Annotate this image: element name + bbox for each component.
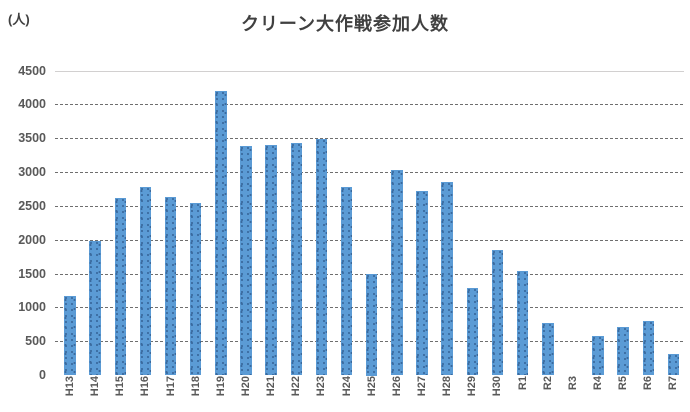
bar-h29 <box>466 288 479 376</box>
bar-h27 <box>416 190 428 376</box>
y-axis-tick-label-3500: 3500 <box>18 131 46 146</box>
bar-h20 <box>240 146 252 376</box>
bar-r2 <box>542 322 554 376</box>
bar-h25 <box>365 274 378 376</box>
bar-r1 <box>516 271 529 376</box>
x-axis-tick-label-h13: H13 <box>64 376 76 397</box>
gridline-3500 <box>55 138 684 140</box>
x-axis-tick-label-h25: H25 <box>365 376 378 397</box>
gridline-2500 <box>55 205 684 207</box>
y-axis-tick-label-1000: 1000 <box>18 300 46 315</box>
bar-h23 <box>315 139 328 376</box>
x-axis-tick-label-h19: H19 <box>214 376 227 397</box>
gridline-2000 <box>55 239 684 241</box>
x-axis-tick-label-r2: R2 <box>541 376 554 391</box>
bar-h18 <box>189 202 202 376</box>
x-axis-tick-label-h21: H21 <box>265 376 278 397</box>
bar-h19 <box>215 91 227 376</box>
bar-h16 <box>139 187 152 376</box>
y-axis-tick-label-2000: 2000 <box>18 232 46 247</box>
x-axis-tick-label-h26: H26 <box>390 376 403 397</box>
x-axis-tick-label-r4: R4 <box>592 376 605 391</box>
bar-r7 <box>667 353 680 376</box>
bar-h14 <box>89 240 101 376</box>
x-axis-tick-label-h22: H22 <box>290 376 303 397</box>
x-axis-tick-label-h28: H28 <box>441 376 454 397</box>
x-axis-tick-label-h23: H23 <box>315 376 328 397</box>
x-axis-tick-label-h30: H30 <box>491 376 504 397</box>
y-axis-tick-label-2500: 2500 <box>18 198 46 213</box>
bar-h30 <box>491 249 504 376</box>
gridline-4000 <box>55 104 684 106</box>
gridline-4500 <box>55 70 684 72</box>
bar-r6 <box>642 320 655 376</box>
x-axis-tick-label-h15: H15 <box>114 376 127 397</box>
bar-h15 <box>114 198 127 376</box>
x-axis-tick-label-h29: H29 <box>466 376 479 397</box>
bar-r5 <box>617 327 629 376</box>
y-axis-unit-label: (人) <box>8 12 30 27</box>
bar-h21 <box>265 144 277 376</box>
bar-r4 <box>592 336 604 376</box>
x-axis-tick-label-r1: R1 <box>516 376 529 391</box>
bar-h22 <box>290 142 303 376</box>
x-axis-tick-label-h17: H17 <box>164 376 177 397</box>
chart-title: クリーン大作戦参加人数 <box>240 14 450 34</box>
y-axis-tick-label-1500: 1500 <box>18 266 46 281</box>
y-axis-tick-label-4000: 4000 <box>18 97 46 112</box>
x-axis-tick-label-h20: H20 <box>240 376 252 397</box>
x-axis-tick-label-h14: H14 <box>89 376 102 397</box>
x-axis-tick-label-h27: H27 <box>416 376 429 397</box>
x-axis-tick-label-r7: R7 <box>667 376 680 391</box>
x-axis-tick-label-h24: H24 <box>340 376 353 397</box>
gridline-3000 <box>55 172 684 173</box>
bar-h26 <box>391 170 403 376</box>
y-axis-tick-label-4500: 4500 <box>18 63 46 78</box>
x-axis-tick-label-h18: H18 <box>189 376 202 397</box>
bar-h24 <box>340 187 353 376</box>
y-axis-tick-label-3000: 3000 <box>18 165 46 179</box>
x-axis-tick-label-r5: R5 <box>617 376 630 391</box>
bar-h17 <box>164 196 177 376</box>
x-axis-tick-label-h16: H16 <box>139 376 152 397</box>
x-axis-tick-label-r6: R6 <box>642 376 655 391</box>
bar-h13 <box>64 296 76 376</box>
bar-h28 <box>441 181 453 376</box>
x-axis-tick-label-r3: R3 <box>566 376 579 391</box>
y-axis-tick-label-500: 500 <box>25 334 46 349</box>
y-axis-tick-label-0: 0 <box>39 368 46 382</box>
